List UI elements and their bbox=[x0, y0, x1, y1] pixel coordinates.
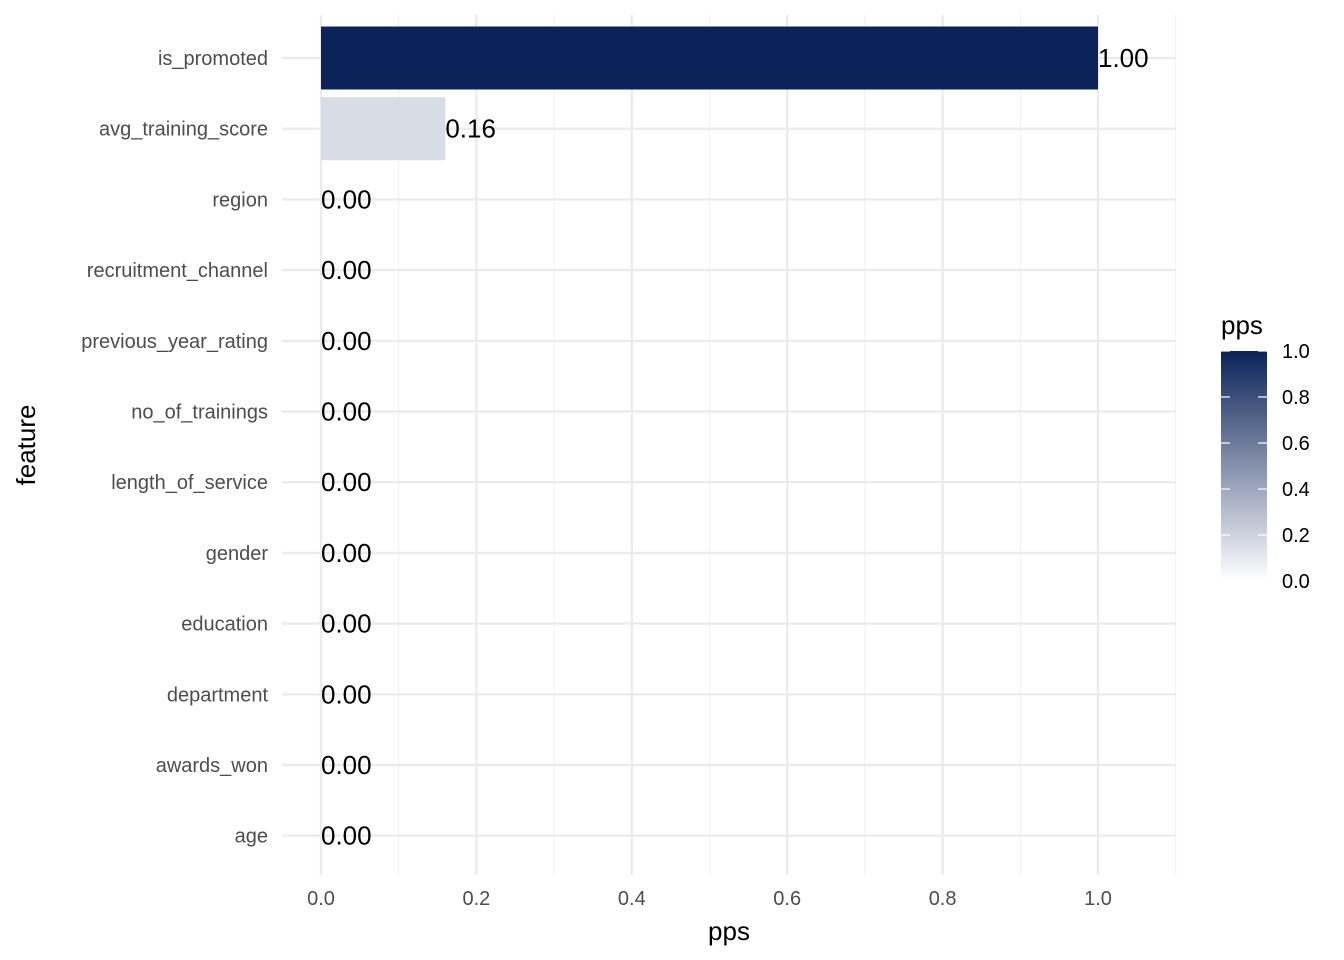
legend-tick-label: 0.4 bbox=[1282, 479, 1310, 501]
data-label-education: 0.00 bbox=[321, 609, 372, 639]
y-tick-label: age bbox=[235, 826, 268, 848]
bars bbox=[321, 26, 1098, 161]
y-tick-label: is_promoted bbox=[158, 48, 268, 70]
legend-tick-label: 0.6 bbox=[1282, 433, 1310, 455]
color-legend: pps 1.0 0.8 0.6 0.4 0.2 0.0 bbox=[1221, 310, 1310, 593]
legend-colorbar bbox=[1221, 351, 1267, 581]
y-tick-label: recruitment_channel bbox=[87, 260, 268, 282]
bar-avg_training_score bbox=[321, 97, 446, 161]
data-labels: 1.00 0.16 0.00 0.00 0.00 0.00 0.00 0.00 0.00 0.00… bbox=[321, 43, 1149, 851]
y-tick-label: region bbox=[212, 189, 268, 211]
bar-is_promoted bbox=[321, 26, 1098, 90]
data-label-department: 0.00 bbox=[321, 679, 372, 709]
data-label-age: 0.00 bbox=[321, 821, 372, 851]
data-label-previous_year_rating: 0.00 bbox=[321, 326, 372, 356]
data-label-awards_won: 0.00 bbox=[321, 750, 372, 780]
y-tick-label: gender bbox=[206, 543, 269, 565]
data-label-gender: 0.00 bbox=[321, 538, 372, 568]
data-label-no_of_trainings: 0.00 bbox=[321, 397, 372, 427]
y-tick-label: no_of_trainings bbox=[131, 402, 268, 424]
y-tick-label: department bbox=[167, 684, 269, 706]
y-tick-label: education bbox=[181, 614, 268, 636]
x-tick-label: 0.6 bbox=[773, 888, 801, 910]
data-label-is_promoted: 1.00 bbox=[1098, 43, 1149, 73]
data-label-length_of_service: 0.00 bbox=[321, 467, 372, 497]
legend-tick-label: 0.0 bbox=[1282, 571, 1310, 593]
legend-tick-label: 1.0 bbox=[1282, 341, 1310, 363]
x-axis-tick-labels: 0.0 0.2 0.4 0.6 0.8 1.0 bbox=[307, 888, 1112, 910]
x-tick-label: 0.8 bbox=[929, 888, 957, 910]
y-tick-label: previous_year_rating bbox=[81, 331, 268, 353]
legend-title: pps bbox=[1221, 310, 1263, 340]
x-tick-label: 0.4 bbox=[618, 888, 646, 910]
x-axis-title: pps bbox=[708, 916, 750, 946]
data-label-recruitment_channel: 0.00 bbox=[321, 255, 372, 285]
y-tick-label: length_of_service bbox=[111, 472, 268, 494]
y-tick-label: avg_training_score bbox=[99, 119, 268, 141]
x-tick-label: 0.0 bbox=[307, 888, 335, 910]
legend-tick-label: 0.2 bbox=[1282, 525, 1310, 547]
x-tick-label: 0.2 bbox=[462, 888, 490, 910]
legend-tick-label: 0.8 bbox=[1282, 387, 1310, 409]
data-label-region: 0.00 bbox=[321, 184, 372, 214]
y-tick-label: awards_won bbox=[156, 755, 268, 777]
x-tick-label: 1.0 bbox=[1084, 888, 1112, 910]
y-axis-title: feature bbox=[11, 405, 41, 486]
legend-ticks: 1.0 0.8 0.6 0.4 0.2 0.0 bbox=[1221, 341, 1310, 593]
data-label-avg_training_score: 0.16 bbox=[445, 114, 496, 144]
